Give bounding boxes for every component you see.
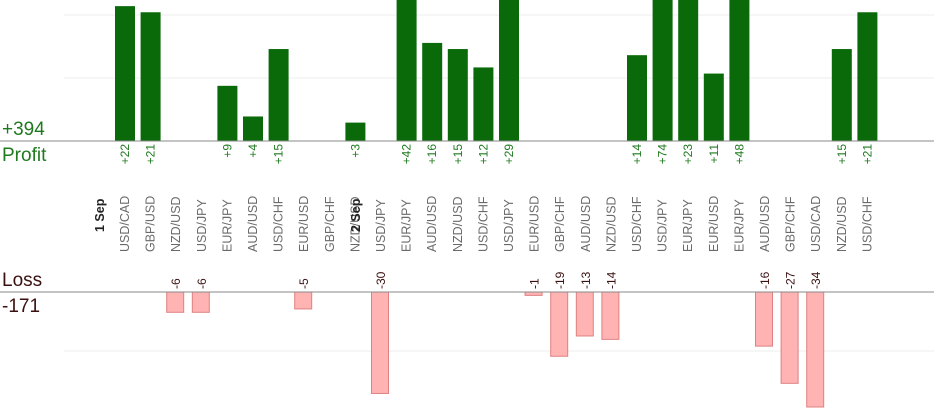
pair-tick-label: USD/CHF [476,196,490,252]
profit-value-label: +3 [348,144,362,158]
loss-value-label: -5 [297,278,311,289]
pair-tick-label: AUD/USD [246,196,260,252]
profit-bar [729,0,750,141]
loss-value-label: -19 [553,271,567,289]
pair-tick-label: GBP/CHF [323,196,337,252]
pair-tick-label: NZD/USD [604,196,618,252]
profit-value-label: +12 [476,144,490,165]
profit-bar [652,0,673,141]
profit-value-label: +29 [502,144,516,165]
pair-tick-label: USD/CHF [860,196,874,252]
profit-bar [396,0,417,141]
pair-tick-label: USD/JPY [374,199,388,252]
pair-tick-label: USD/CHF [630,196,644,252]
profit-value-label: +15 [451,144,465,165]
loss-label: Loss [2,270,43,291]
profit-value-label: +21 [144,144,158,165]
pair-tick-label: EUR/USD [707,196,721,252]
bars [115,0,878,408]
loss-value-label: -1 [528,278,542,289]
pair-tick-label: NZD/USD [169,196,183,252]
profit-value-label: +11 [707,144,721,164]
profit-bar [473,67,494,141]
pair-tick-label: AUD/USD [425,196,439,252]
loss-bar [550,291,569,357]
labels: +22 USD/CAD 1 Sep +21 GBP/USD -6 NZD/USD -6 USD/… [93,144,874,289]
loss-value-label: -34 [809,271,823,289]
loss-bar [806,291,825,408]
loss-value-label: -6 [169,278,183,289]
profit-value-label: +4 [246,144,260,158]
loss-bar [191,291,210,313]
profit-bar [831,49,852,141]
profit-value-label: +14 [630,144,644,165]
profit-value-label: +48 [732,144,746,165]
profit-bar [217,85,238,141]
pair-tick-label: USD/CAD [118,196,132,252]
profit-bar [499,0,519,141]
profit-bar [857,12,878,142]
pair-tick-label: USD/CAD [809,196,823,252]
profit-bar [345,122,366,141]
pair-tick-label: EUR/USD [528,196,542,252]
pair-tick-label: GBP/USD [144,196,158,252]
profit-value-label: +9 [220,144,234,158]
pair-tick-label: USD/JPY [195,199,209,252]
profit-value-label: +42 [400,144,414,165]
profit-value-label: +22 [118,144,132,165]
loss-total: -171 [2,296,41,317]
pair-tick-label: EUR/JPY [400,199,414,252]
pair-tick-label: NZD/USD [348,196,362,252]
loss-bar [601,291,620,340]
pair-tick-label: EUR/USD [297,196,311,252]
date-group-label: 1 Sep [93,198,107,232]
profit-bar [243,116,263,141]
pair-tick-label: USD/CHF [272,196,286,252]
profit-value-label: +15 [835,144,849,165]
loss-bar [371,291,389,394]
profit-label: Profit [2,145,47,166]
profit-bar [447,49,468,141]
profit-bar [140,12,161,142]
profit-bar [422,42,443,142]
loss-bar [524,291,543,296]
profit-bar [678,0,699,141]
loss-value-label: -27 [784,271,798,289]
loss-bar [780,291,799,384]
pair-tick-label: NZD/USD [451,196,465,252]
profit-bar [627,55,647,141]
pair-tick-label: GBP/CHF [784,196,798,252]
pair-tick-label: USD/JPY [502,199,516,252]
profit-value-label: +21 [860,144,874,165]
loss-bar [755,291,773,347]
loss-value-label: -6 [195,278,209,289]
profit-value-label: +74 [656,144,670,165]
profit-value-label: +23 [681,144,695,165]
profit-bar [268,49,289,141]
date-group-label: 2 Sep [349,198,363,232]
loss-bar [166,291,185,313]
pair-tick-label: EUR/JPY [220,199,234,252]
profit-value-label: +16 [425,144,439,165]
pair-tick-label: GBP/CHF [553,196,567,252]
pair-tick-label: AUD/USD [579,196,593,252]
loss-value-label: -13 [579,271,593,289]
pair-tick-label: EUR/JPY [732,199,746,252]
profit-bar [115,6,135,142]
loss-bar [575,291,594,337]
loss-bar [294,291,313,310]
pair-tick-label: EUR/JPY [681,199,695,252]
pair-tick-label: USD/JPY [656,199,670,252]
profit-value-label: +15 [272,144,286,165]
pair-tick-label: NZD/USD [835,196,849,252]
pair-tick-label: AUD/USD [758,196,772,252]
loss-value-label: -30 [374,271,388,289]
loss-value-label: -16 [758,271,772,289]
profit-total: +394 [2,119,45,140]
profit-bar [703,73,724,141]
loss-value-label: -14 [604,271,618,289]
